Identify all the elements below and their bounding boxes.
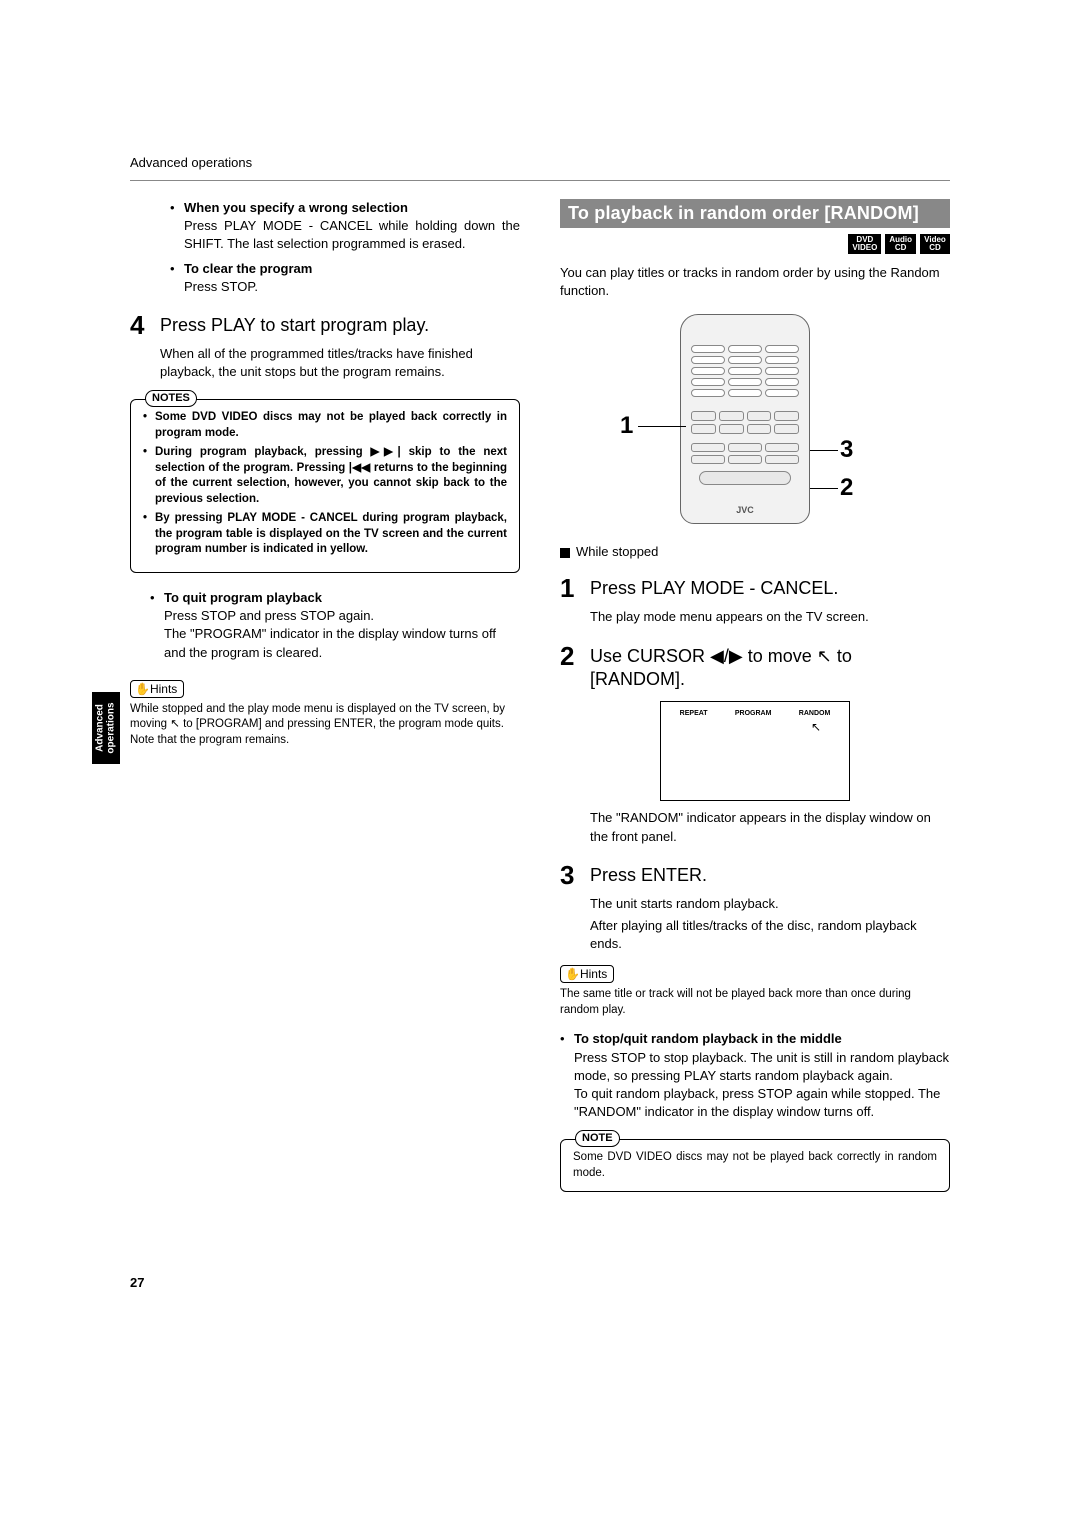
callout-1: 1 (620, 412, 633, 440)
menu-diagram: REPEAT PROGRAM RANDOM ↖ (660, 701, 850, 801)
notes-box: NOTES •Some DVD VIDEO discs may not be p… (130, 399, 520, 573)
note-text: Some DVD VIDEO discs may not be played b… (573, 1150, 937, 1181)
note-2: By pressing PLAY MODE - CANCEL during pr… (155, 511, 507, 558)
menu-tab-random: RANDOM (799, 710, 831, 717)
note-box: NOTE Some DVD VIDEO discs may not be pla… (560, 1139, 950, 1192)
page-number: 27 (130, 1275, 144, 1290)
quit-title: To quit program playback (164, 589, 520, 607)
page-content: Advanced operations • When you specify a… (130, 155, 950, 1200)
section-title: To playback in random order [RANDOM] (560, 199, 950, 228)
quit-body1: Press STOP and press STOP again. (164, 607, 520, 625)
step-2: 2 Use CURSOR ◀/▶ to move ↖ to [RANDOM]. (560, 641, 950, 692)
stop-body2: To quit random playback, press STOP agai… (574, 1085, 950, 1121)
callout-2: 2 (840, 474, 853, 502)
hints-text-right: The same title or track will not be play… (560, 987, 950, 1018)
random-intro: You can play titles or tracks in random … (560, 264, 950, 300)
callout-3: 3 (840, 436, 853, 464)
quit-body2: The "PROGRAM" indicator in the display w… (164, 625, 520, 661)
step1-body: The play mode menu appears on the TV scr… (590, 608, 950, 626)
remote-diagram: JVC 1 3 2 (560, 314, 950, 534)
badge-videocd: VideoCD (920, 234, 950, 254)
step4-body: When all of the programmed titles/tracks… (160, 345, 520, 381)
step1-head: Press PLAY MODE - CANCEL. (590, 573, 950, 604)
stop-body1: Press STOP to stop playback. The unit is… (574, 1049, 950, 1085)
stop-title: To stop/quit random playback in the midd… (574, 1030, 950, 1048)
step-4: 4 Press PLAY to start program play. (130, 310, 520, 341)
header-divider (130, 180, 950, 181)
step-1: 1 Press PLAY MODE - CANCEL. (560, 573, 950, 604)
remote-icon: JVC (680, 314, 810, 524)
notes-label: NOTES (145, 390, 197, 407)
side-tab: Advanced operations (92, 692, 120, 764)
step-3: 3 Press ENTER. (560, 860, 950, 891)
step2-num: 2 (560, 641, 590, 692)
step4-num: 4 (130, 310, 160, 341)
hints-badge-left: ✋Hints (130, 680, 184, 698)
bullet-title-1: To clear the program (184, 260, 520, 278)
step3-body2: After playing all titles/tracks of the d… (590, 917, 950, 953)
hints-text-left: While stopped and the play mode menu is … (130, 702, 520, 749)
disc-badges: DVDVIDEO AudioCD VideoCD (560, 234, 950, 254)
step3-body1: The unit starts random playback. (590, 895, 950, 913)
badge-audiocd: AudioCD (885, 234, 916, 254)
step3-num: 3 (560, 860, 590, 891)
square-icon (560, 548, 570, 558)
note-0: Some DVD VIDEO discs may not be played b… (155, 410, 507, 441)
note-label: NOTE (575, 1130, 620, 1147)
side-tab-l1: Advanced (95, 704, 106, 752)
side-tab-l2: operations (106, 702, 117, 753)
bullet-body-1: Press STOP. (184, 278, 520, 296)
step4-head: Press PLAY to start program play. (160, 310, 520, 341)
badge-dvd: DVDVIDEO (848, 234, 881, 254)
step2-body: The "RANDOM" indicator appears in the di… (590, 809, 950, 845)
menu-tab-repeat: REPEAT (680, 710, 708, 717)
step3-head: Press ENTER. (590, 860, 950, 891)
bullet-body-0: Press PLAY MODE - CANCEL while holding d… (184, 217, 520, 253)
step1-num: 1 (560, 573, 590, 604)
remote-brand: JVC (681, 505, 809, 515)
note-1: During program playback, pressing ▶▶| sk… (155, 445, 507, 507)
precondition: While stopped (560, 544, 950, 559)
right-column: To playback in random order [RANDOM] DVD… (560, 199, 950, 1200)
left-column: • When you specify a wrong selection Pre… (130, 199, 520, 1200)
hints-badge-right: ✋Hints (560, 965, 614, 983)
bullet-title-0: When you specify a wrong selection (184, 199, 520, 217)
cursor-icon: ↖ (811, 720, 821, 734)
header-section: Advanced operations (130, 155, 950, 170)
menu-tab-program: PROGRAM (735, 710, 772, 717)
step2-head: Use CURSOR ◀/▶ to move ↖ to [RANDOM]. (590, 641, 950, 692)
